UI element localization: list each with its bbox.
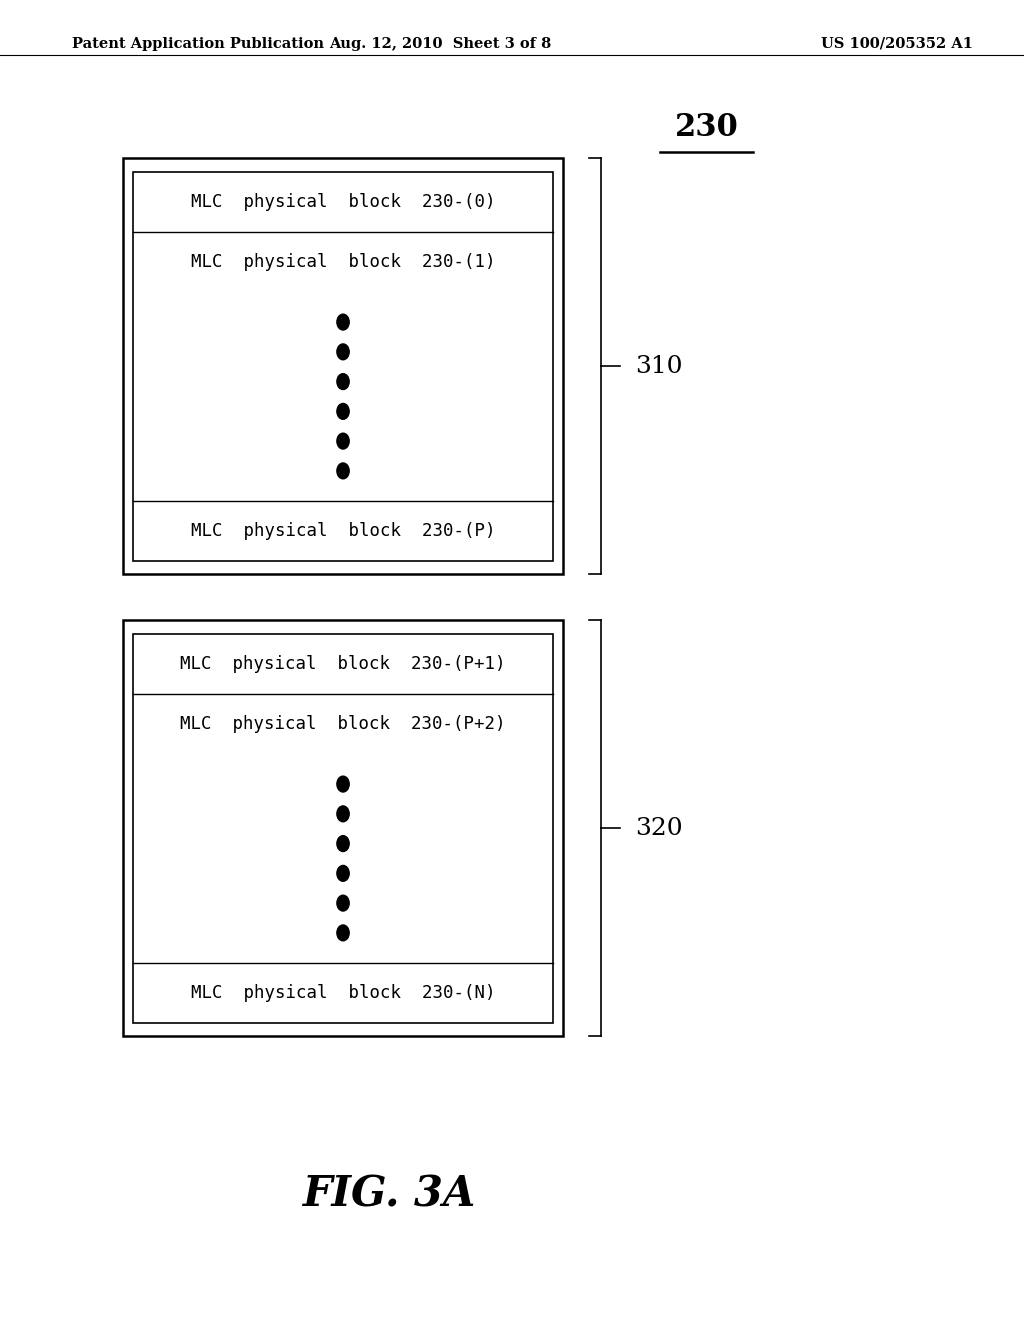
Circle shape: [337, 836, 349, 851]
Bar: [133, 172, 553, 561]
Circle shape: [337, 374, 349, 389]
Circle shape: [337, 776, 349, 792]
Text: FIG. 3A: FIG. 3A: [302, 1173, 476, 1216]
Bar: [133, 634, 553, 1023]
Circle shape: [337, 866, 349, 882]
Text: Aug. 12, 2010  Sheet 3 of 8: Aug. 12, 2010 Sheet 3 of 8: [329, 37, 552, 51]
Circle shape: [337, 314, 349, 330]
Circle shape: [337, 463, 349, 479]
Circle shape: [337, 925, 349, 941]
Circle shape: [337, 895, 349, 911]
Circle shape: [337, 433, 349, 449]
Circle shape: [337, 807, 349, 822]
Text: 230: 230: [675, 112, 738, 143]
Text: MLC  physical  block  230-(1): MLC physical block 230-(1): [190, 253, 496, 271]
Text: MLC  physical  block  230-(P): MLC physical block 230-(P): [190, 521, 496, 540]
Text: MLC  physical  block  230-(0): MLC physical block 230-(0): [190, 193, 496, 211]
Text: Patent Application Publication: Patent Application Publication: [72, 37, 324, 51]
Circle shape: [337, 404, 349, 420]
Text: MLC  physical  block  230-(P+1): MLC physical block 230-(P+1): [180, 655, 506, 673]
Text: US 100/205352 A1: US 100/205352 A1: [821, 37, 973, 51]
Text: 310: 310: [635, 355, 682, 378]
Text: MLC  physical  block  230-(P+2): MLC physical block 230-(P+2): [180, 715, 506, 733]
Circle shape: [337, 345, 349, 360]
Text: MLC  physical  block  230-(N): MLC physical block 230-(N): [190, 983, 496, 1002]
Bar: [123, 620, 563, 1036]
Bar: [123, 158, 563, 574]
Text: 320: 320: [635, 817, 683, 840]
